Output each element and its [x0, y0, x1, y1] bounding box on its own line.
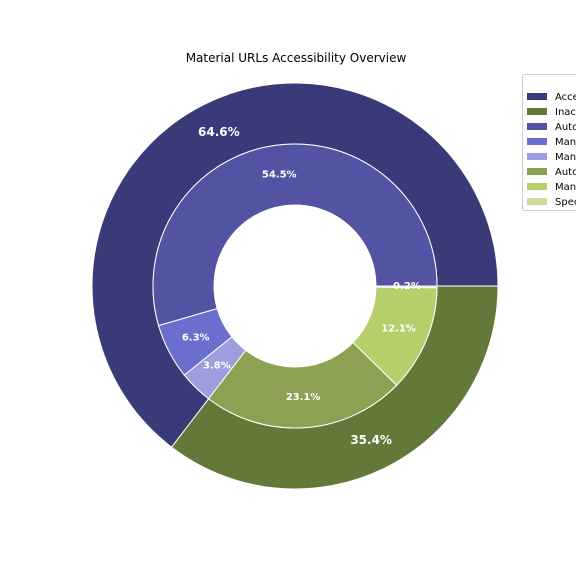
- legend-swatch: [527, 182, 547, 190]
- legend-swatch: [527, 107, 547, 115]
- legend-item: Spec: [527, 197, 576, 209]
- legend-item: Acce: [527, 92, 576, 104]
- legend: Acce Inac Auto Man Man Auto Man Spec: [522, 74, 576, 211]
- inner-ring-slice-label-5: 0.2%: [393, 281, 421, 292]
- inner-ring-slice-label-3: 23.1%: [286, 392, 321, 403]
- legend-label: Auto: [555, 167, 576, 178]
- inner-ring-slice-5: [375, 285, 438, 289]
- legend-item: Auto: [527, 167, 576, 179]
- legend-label: Man: [555, 182, 576, 193]
- legend-item: Man: [527, 137, 576, 149]
- inner-ring-slice-0: [152, 143, 438, 327]
- legend-label: Man: [555, 137, 576, 148]
- outer-ring-slice-label-1: 35.4%: [350, 433, 392, 447]
- outer-ring-slice-label-0: 64.6%: [198, 125, 240, 139]
- legend-item: Man: [527, 182, 576, 194]
- inner-ring-slice-label-2: 3.8%: [203, 361, 231, 372]
- legend-item: Inac: [527, 107, 576, 119]
- inner-ring-slice-3: [207, 341, 398, 429]
- legend-item: Auto: [527, 122, 576, 134]
- inner-ring-slice-label-0: 54.5%: [262, 170, 297, 181]
- legend-swatch: [527, 197, 547, 205]
- legend-label: Auto: [555, 122, 576, 133]
- legend-swatch: [527, 167, 547, 175]
- inner-ring-slice-label-4: 12.1%: [381, 323, 416, 334]
- legend-label: Inac: [555, 107, 576, 118]
- legend-label: Acce: [555, 92, 576, 103]
- chart-title: Material URLs Accessibility Overview: [185, 51, 407, 65]
- legend-label: Man: [555, 152, 576, 163]
- legend-swatch: [527, 152, 547, 160]
- legend-swatch: [527, 122, 547, 130]
- legend-swatch: [527, 92, 547, 100]
- legend-label: Spec: [555, 197, 576, 208]
- legend-item: Man: [527, 152, 576, 164]
- legend-swatch: [527, 137, 547, 145]
- inner-ring-slice-label-1: 6.3%: [182, 332, 210, 343]
